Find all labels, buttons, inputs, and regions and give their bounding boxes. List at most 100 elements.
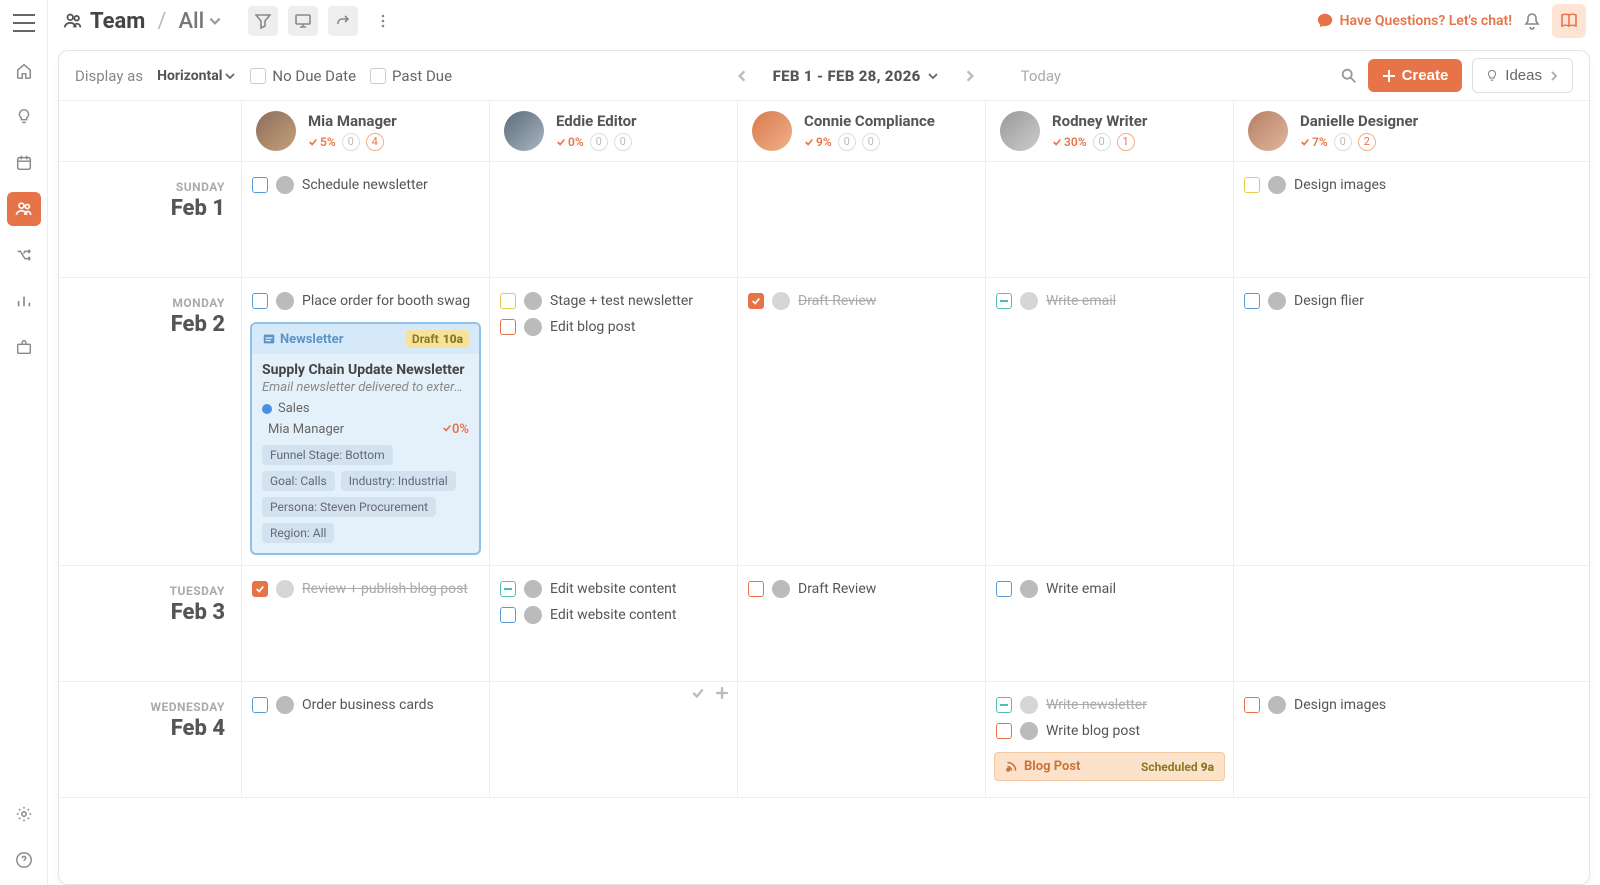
filter-button[interactable]: [248, 6, 278, 36]
task-item[interactable]: Order business cards: [250, 692, 481, 718]
shuffle-icon[interactable]: [13, 244, 35, 266]
calendar-cell[interactable]: [737, 162, 985, 277]
calendar-cell[interactable]: Write newsletter Write blog post Blog Po…: [985, 682, 1233, 797]
task-checkbox[interactable]: [252, 293, 268, 309]
past-due-checkbox[interactable]: Past Due: [370, 67, 452, 85]
task-item[interactable]: Review + publish blog post: [250, 576, 481, 602]
calendar-icon[interactable]: [13, 152, 35, 174]
help-icon[interactable]: [13, 849, 35, 871]
calendar-cell[interactable]: Draft Review: [737, 278, 985, 565]
no-due-date-checkbox[interactable]: No Due Date: [250, 67, 356, 85]
ideas-button[interactable]: Ideas: [1472, 58, 1573, 93]
task-item[interactable]: Write email: [994, 576, 1225, 602]
calendar-cell[interactable]: Design images: [1233, 162, 1481, 277]
task-checkbox[interactable]: [1244, 697, 1260, 713]
calendar-cell[interactable]: [489, 162, 737, 277]
tag[interactable]: Industry: Industrial: [341, 471, 456, 491]
calendar-cell[interactable]: Schedule newsletter: [241, 162, 489, 277]
display-button[interactable]: [288, 6, 318, 36]
help-chat-link[interactable]: Have Questions? Let's chat!: [1316, 12, 1512, 30]
task-item[interactable]: Edit website content: [498, 576, 729, 602]
docs-button[interactable]: [1552, 4, 1586, 38]
home-icon[interactable]: [13, 60, 35, 82]
task-checkbox[interactable]: [1244, 177, 1260, 193]
task-checkbox[interactable]: [252, 697, 268, 713]
task-item[interactable]: Draft Review: [746, 288, 977, 314]
tag[interactable]: Region: All: [262, 523, 334, 543]
task-checkbox[interactable]: [500, 293, 516, 309]
calendar-cell[interactable]: Stage + test newsletter Edit blog post: [489, 278, 737, 565]
calendar-cell[interactable]: [737, 682, 985, 797]
briefcase-icon[interactable]: [13, 336, 35, 358]
task-checkbox[interactable]: [996, 293, 1012, 309]
view-dropdown[interactable]: All: [178, 9, 222, 34]
task-title: Stage + test newsletter: [550, 293, 693, 309]
task-item[interactable]: Place order for booth swag: [250, 288, 481, 314]
calendar-cell[interactable]: Design images: [1233, 682, 1481, 797]
task-item[interactable]: Edit blog post: [498, 314, 729, 340]
task-checkbox[interactable]: [996, 723, 1012, 739]
menu-icon[interactable]: [9, 10, 39, 36]
task-checkbox[interactable]: [996, 581, 1012, 597]
calendar-cell[interactable]: [1233, 566, 1481, 681]
prev-period-button[interactable]: [731, 65, 753, 87]
share-button[interactable]: [328, 6, 358, 36]
team-icon[interactable]: [7, 192, 41, 226]
calendar-cell[interactable]: Edit website content Edit website conten…: [489, 566, 737, 681]
person-header[interactable]: Connie Compliance 9% 0 0: [738, 101, 985, 161]
task-item[interactable]: Write newsletter: [994, 692, 1225, 718]
complete-icon[interactable]: [691, 686, 705, 700]
tag[interactable]: Persona: Steven Procurement: [262, 497, 436, 517]
today-button[interactable]: Today: [1021, 67, 1061, 85]
tag[interactable]: Goal: Calls: [262, 471, 335, 491]
task-checkbox[interactable]: [252, 581, 268, 597]
calendar-cell[interactable]: Write email: [985, 278, 1233, 565]
search-button[interactable]: [1340, 67, 1358, 85]
page-title-team[interactable]: Team: [62, 9, 145, 34]
calendar-cell[interactable]: Write email: [985, 566, 1233, 681]
task-checkbox[interactable]: [500, 319, 516, 335]
calendar-cell[interactable]: Draft Review: [737, 566, 985, 681]
task-item[interactable]: Design images: [1242, 172, 1473, 198]
task-assignee-avatar: [772, 580, 790, 598]
notifications-button[interactable]: [1522, 11, 1542, 31]
lightbulb-icon[interactable]: [13, 106, 35, 128]
task-checkbox[interactable]: [748, 581, 764, 597]
task-checkbox[interactable]: [748, 293, 764, 309]
task-item[interactable]: Write email: [994, 288, 1225, 314]
create-button[interactable]: Create: [1368, 59, 1463, 92]
task-checkbox[interactable]: [1244, 293, 1260, 309]
task-item[interactable]: Schedule newsletter: [250, 172, 481, 198]
task-item[interactable]: Design flier: [1242, 288, 1473, 314]
person-header[interactable]: Mia Manager 5% 0 4: [242, 101, 489, 161]
task-item[interactable]: Draft Review: [746, 576, 977, 602]
person-header[interactable]: Danielle Designer 7% 0 2: [1234, 101, 1481, 161]
calendar-cell[interactable]: Review + publish blog post: [241, 566, 489, 681]
task-title: Design images: [1294, 177, 1386, 193]
calendar-cell[interactable]: [985, 162, 1233, 277]
next-period-button[interactable]: [959, 65, 981, 87]
project-card-blog[interactable]: Blog Post Scheduled 9a: [994, 752, 1225, 781]
date-range-picker[interactable]: FEB 1 - FEB 28, 2026: [773, 67, 939, 85]
person-header[interactable]: Eddie Editor 0% 0 0: [490, 101, 737, 161]
tag[interactable]: Funnel Stage: Bottom: [262, 445, 393, 465]
calendar-cell[interactable]: Design flier: [1233, 278, 1481, 565]
calendar-cell[interactable]: Place order for booth swag Newsletter Dr…: [241, 278, 489, 565]
task-item[interactable]: Write blog post: [994, 718, 1225, 744]
calendar-cell[interactable]: [489, 682, 737, 797]
task-item[interactable]: Design images: [1242, 692, 1473, 718]
task-checkbox[interactable]: [500, 607, 516, 623]
add-icon[interactable]: [715, 686, 729, 700]
project-card[interactable]: Newsletter Draft10a Supply Chain Update …: [250, 322, 481, 555]
calendar-cell[interactable]: Order business cards: [241, 682, 489, 797]
more-button[interactable]: [368, 6, 398, 36]
analytics-icon[interactable]: [13, 290, 35, 312]
display-mode-dropdown[interactable]: Horizontal: [157, 68, 236, 84]
task-checkbox[interactable]: [252, 177, 268, 193]
person-header[interactable]: Rodney Writer 30% 0 1: [986, 101, 1233, 161]
task-checkbox[interactable]: [996, 697, 1012, 713]
task-checkbox[interactable]: [500, 581, 516, 597]
settings-icon[interactable]: [13, 803, 35, 825]
task-item[interactable]: Stage + test newsletter: [498, 288, 729, 314]
task-item[interactable]: Edit website content: [498, 602, 729, 628]
